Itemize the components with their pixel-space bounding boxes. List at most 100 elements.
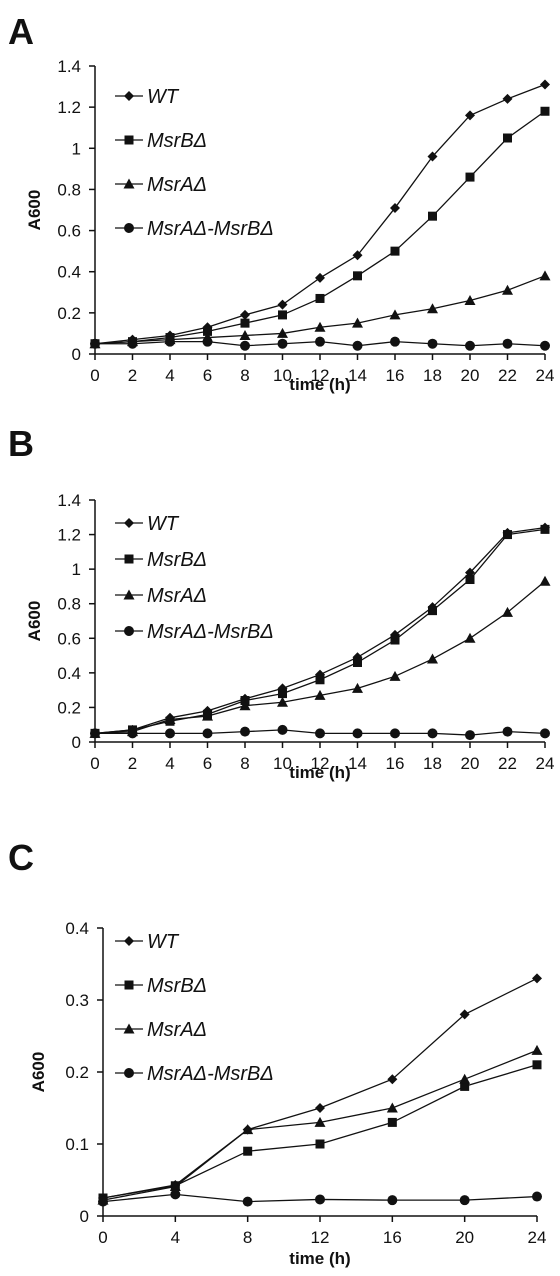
x-tick-label: 16 [386, 366, 405, 385]
x-tick-label: 6 [203, 366, 212, 385]
data-point [352, 340, 363, 351]
x-tick-label: 8 [240, 366, 249, 385]
y-tick-label: 0.3 [65, 991, 89, 1010]
legend-label: MsrAΔ-MsrBΔ [147, 621, 274, 643]
legend-entry: MsrAΔ-MsrBΔ [115, 621, 274, 643]
x-tick-label: 12 [311, 1228, 330, 1247]
legend-marker [124, 554, 134, 564]
data-point [278, 310, 287, 320]
data-point [465, 172, 475, 182]
series-circle [90, 336, 550, 351]
x-tick-label: 20 [455, 1228, 474, 1247]
data-point [353, 271, 362, 281]
data-point [427, 653, 438, 664]
legend-label: WT [147, 931, 180, 953]
legend-marker [124, 135, 134, 145]
data-point [502, 606, 513, 617]
data-point [243, 1146, 253, 1156]
data-point [531, 1044, 543, 1055]
data-point [277, 327, 288, 338]
x-tick-label: 2 [128, 366, 137, 385]
data-point [532, 1191, 542, 1202]
legend-label: MsrAΔ [147, 174, 207, 196]
data-point [352, 250, 363, 261]
panel-label-a: A [8, 11, 34, 52]
x-tick-label: 8 [240, 754, 249, 773]
data-point [170, 1189, 181, 1200]
series-diamond [90, 79, 550, 349]
y-tick-label: 1.2 [57, 526, 81, 545]
data-point [315, 1194, 325, 1205]
chart-panel-c: 0 0.1 0.2 0.3 0.4 0 4 8 12 16 20 24 time (h) A600 WT Ms… [29, 919, 546, 1268]
data-point [202, 728, 213, 739]
y-tick-label: 0.4 [57, 263, 81, 282]
data-point [386, 1102, 398, 1113]
x-tick-label: 22 [498, 754, 517, 773]
y-axis-title: A600 [25, 190, 44, 231]
data-point [315, 293, 325, 303]
data-point [387, 1195, 398, 1206]
legend-label: WT [147, 86, 180, 108]
data-point [242, 1196, 253, 1207]
x-tick-label: 24 [536, 754, 555, 773]
legend-label: MsrBΔ [147, 549, 207, 571]
x-tick-label: 12 [311, 366, 330, 385]
legend-marker [124, 626, 134, 636]
legend-label: MsrAΔ-MsrBΔ [147, 218, 274, 240]
legend-entry: WT [115, 931, 180, 953]
legend-entry: MsrBΔ [115, 130, 207, 152]
data-point [389, 309, 401, 320]
data-point [464, 632, 476, 643]
x-tick-label: 4 [165, 754, 174, 773]
y-tick-label: 0.4 [57, 664, 81, 683]
legend-entry: MsrAΔ-MsrBΔ [115, 1063, 274, 1085]
legend-label: WT [147, 513, 180, 535]
series-circle [98, 1189, 542, 1207]
data-point [390, 202, 400, 213]
x-tick-label: 24 [536, 366, 555, 385]
data-point [164, 714, 176, 725]
x-tick-label: 14 [348, 366, 367, 385]
x-tick-label: 10 [273, 754, 292, 773]
data-point [427, 151, 438, 162]
data-point [239, 700, 251, 711]
x-tick-label: 22 [498, 366, 517, 385]
y-tick-label: 1.4 [57, 491, 81, 510]
data-point [352, 728, 363, 739]
legend-label: MsrBΔ [147, 130, 207, 152]
data-point [539, 270, 551, 281]
data-point [240, 340, 250, 351]
data-point [202, 710, 213, 721]
data-point [502, 338, 513, 349]
data-point [387, 1074, 398, 1085]
y-tick-label: 0 [72, 345, 81, 364]
legend-entry: MsrBΔ [115, 549, 207, 571]
data-point [240, 318, 250, 328]
data-point [90, 338, 100, 349]
x-tick-label: 12 [311, 754, 330, 773]
data-point [242, 1124, 254, 1135]
x-tick-label: 0 [90, 754, 99, 773]
data-point [540, 728, 550, 739]
legend-marker [124, 223, 134, 233]
data-point [540, 106, 550, 116]
legend-entry: MsrBΔ [115, 975, 207, 997]
data-point [502, 726, 513, 737]
x-tick-label: 20 [461, 754, 480, 773]
legend-marker [124, 936, 134, 946]
data-point [169, 1180, 181, 1191]
data-point [532, 973, 542, 984]
series-diamond [98, 973, 542, 1203]
legend-marker [124, 980, 134, 990]
data-point [428, 606, 437, 616]
data-point [460, 1081, 470, 1091]
series-triangle [97, 1044, 543, 1205]
x-tick-label: 0 [90, 366, 99, 385]
data-point [277, 338, 288, 349]
legend-label: MsrAΔ [147, 585, 207, 607]
legend-label: MsrAΔ-MsrBΔ [147, 1063, 274, 1085]
data-point [427, 338, 438, 349]
x-tick-label: 6 [203, 754, 212, 773]
data-point [390, 246, 400, 256]
x-tick-label: 16 [383, 1228, 402, 1247]
